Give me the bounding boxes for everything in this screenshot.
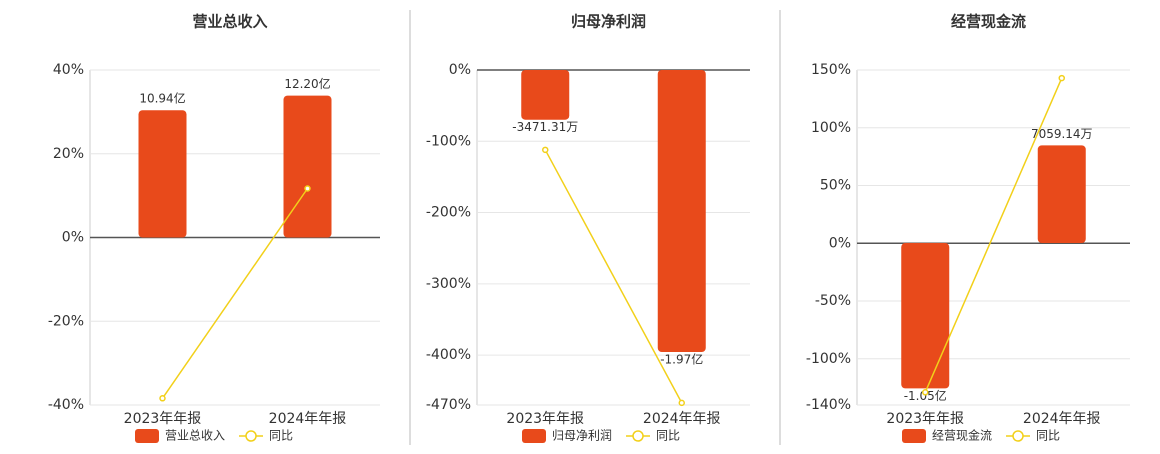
bar [138, 110, 187, 238]
y-tick-label: 40% [53, 62, 84, 78]
x-tick-label: 2023年年报 [886, 411, 964, 427]
y-tick-label: -140% [806, 397, 851, 413]
y-tick-label: -20% [48, 313, 84, 329]
y-tick-label: -100% [426, 133, 471, 149]
data-label: -1.97亿 [660, 352, 703, 367]
legend-swatch [632, 430, 644, 442]
x-tick-label: 2024年年报 [643, 411, 721, 427]
legend-swatch [1012, 430, 1024, 442]
legend-label: 营业总收入 [165, 429, 225, 443]
legend-label: 同比 [656, 429, 680, 443]
point [304, 185, 311, 192]
point [542, 146, 549, 154]
y-tick-label: -300% [426, 276, 471, 292]
legend-swatch [522, 429, 546, 443]
y-tick-label: -40% [48, 397, 84, 413]
x-tick-label: 2023年年报 [506, 411, 584, 427]
line [544, 149, 683, 404]
data-label: -3471.31万 [512, 120, 578, 134]
y-tick-label: -400% [426, 347, 471, 363]
data-label: 7059.14万 [1031, 127, 1093, 141]
y-tick-label: 100% [811, 120, 851, 136]
y-tick-label: 150% [811, 62, 851, 78]
bar [657, 70, 706, 353]
bar [901, 243, 950, 389]
point [678, 399, 685, 407]
data-label: 12.20亿 [284, 76, 330, 91]
chart-title: 归母净利润 [571, 13, 646, 31]
legend-label: 经营现金流 [932, 428, 992, 443]
point [159, 395, 166, 402]
y-tick-label: -50% [815, 293, 851, 309]
y-tick-label: 0% [449, 62, 471, 78]
line [924, 77, 1063, 393]
y-tick-label: -200% [426, 205, 471, 221]
legend-swatch [135, 429, 159, 443]
y-tick-label: -470% [426, 397, 471, 413]
x-tick-label: 2024年年报 [1023, 411, 1101, 427]
x-tick-label: 2023年年报 [124, 411, 202, 427]
y-tick-label: 50% [820, 178, 851, 194]
x-tick-label: 2024年年报 [269, 411, 347, 427]
y-tick-label: 0% [829, 235, 851, 251]
bar [283, 95, 332, 238]
point [1058, 74, 1065, 82]
legend-swatch [902, 429, 926, 443]
bar [1037, 145, 1086, 244]
legend-swatch [245, 430, 257, 442]
y-tick-label: 0% [62, 230, 84, 246]
point [922, 389, 929, 396]
y-tick-label: -100% [806, 351, 851, 367]
y-tick-label: 20% [53, 146, 84, 162]
legend-label: 同比 [269, 429, 293, 443]
chart-title: 营业总收入 [192, 13, 267, 31]
chart-title: 经营现金流 [951, 13, 1026, 31]
data-label: 10.94亿 [139, 91, 185, 106]
line [161, 188, 309, 399]
bar [521, 70, 570, 120]
legend-label: 同比 [1036, 429, 1060, 443]
legend-label: 归母净利润 [552, 429, 612, 443]
